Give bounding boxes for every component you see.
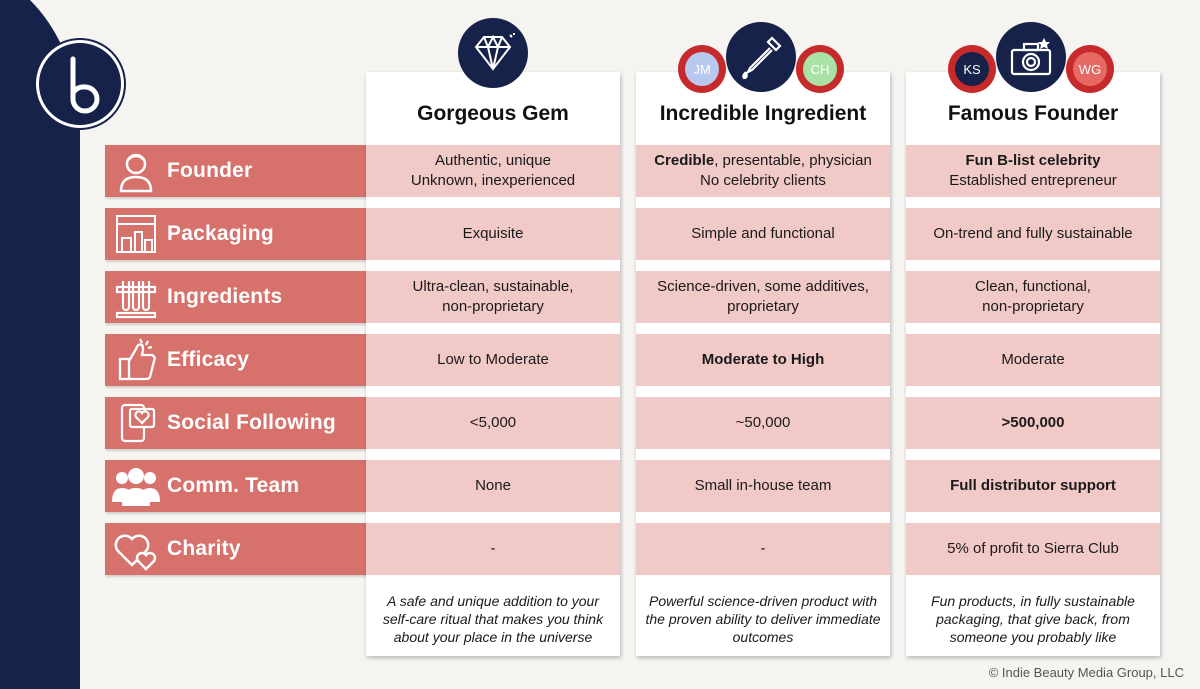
cell-packaging: Simple and functional bbox=[636, 208, 890, 260]
row-label-comm-team: Comm. Team bbox=[105, 460, 366, 512]
diamond-icon bbox=[458, 18, 528, 88]
copyright-text: © Indie Beauty Media Group, LLC bbox=[988, 665, 1184, 680]
cell-value: None bbox=[475, 477, 511, 494]
cell-social-following: <5,000 bbox=[366, 397, 620, 449]
chip-initials: JM bbox=[685, 52, 719, 86]
social-heart-icon bbox=[105, 397, 167, 449]
cell-comm-team: None bbox=[366, 460, 620, 512]
packaging-icon bbox=[105, 208, 167, 260]
cell-packaging: Exquisite bbox=[366, 208, 620, 260]
row-label-text: Social Following bbox=[167, 411, 336, 434]
cell-value: Small in-house team bbox=[694, 477, 832, 494]
cell-ingredients: Clean, functional, non-proprietary bbox=[906, 271, 1160, 323]
cell-value: On-trend and fully sustainable bbox=[933, 225, 1133, 242]
avatar-chip-ch: CH bbox=[796, 45, 844, 93]
row-label-text: Efficacy bbox=[167, 348, 250, 371]
chip-initials: CH bbox=[803, 52, 837, 86]
cell-founder: Credible, presentable, physician No cele… bbox=[636, 145, 890, 197]
cell-value: Low to Moderate bbox=[437, 351, 549, 368]
cell-ingredients: Science-driven, some additives, propriet… bbox=[636, 271, 890, 323]
cell-value: Exquisite bbox=[462, 225, 524, 242]
dropper-icon bbox=[726, 22, 796, 92]
row-label-packaging: Packaging bbox=[105, 208, 366, 260]
cell-value: - bbox=[760, 540, 766, 557]
cell-line: Established entrepreneur bbox=[949, 172, 1117, 189]
cell-value: Moderate to High bbox=[701, 351, 825, 368]
cell-line: No celebrity clients bbox=[700, 172, 826, 189]
row-label-ingredients: Ingredients bbox=[105, 271, 366, 323]
cell-packaging: On-trend and fully sustainable bbox=[906, 208, 1160, 260]
cell-line: Clean, functional, bbox=[975, 278, 1091, 295]
column-summary: Powerful science-driven product with the… bbox=[645, 593, 881, 645]
row-label-efficacy: Efficacy bbox=[105, 334, 366, 386]
cell-value: <5,000 bbox=[469, 414, 517, 431]
camera-icon bbox=[996, 22, 1066, 92]
chip-initials: WG bbox=[1073, 52, 1107, 86]
row-label-text: Ingredients bbox=[167, 285, 283, 308]
cell-line: Unknown, inexperienced bbox=[410, 172, 576, 189]
column-title: Incredible Ingredient bbox=[659, 102, 867, 125]
cell-comm-team: Full distributor support bbox=[906, 460, 1160, 512]
left-band-curve bbox=[30, 0, 80, 110]
cell-value: >500,000 bbox=[1001, 414, 1065, 431]
column-title: Famous Founder bbox=[947, 102, 1119, 125]
cell-line: non-proprietary bbox=[442, 298, 544, 315]
row-label-text: Packaging bbox=[167, 222, 274, 245]
cell-social-following: ~50,000 bbox=[636, 397, 890, 449]
cell-line: Credible, presentable, physician bbox=[654, 151, 872, 171]
chip-initials: KS bbox=[955, 52, 989, 86]
row-label-text: Charity bbox=[167, 537, 241, 560]
cell-line: Ultra-clean, sustainable, bbox=[412, 278, 574, 295]
avatar-chip-wg: WG bbox=[1066, 45, 1114, 93]
cell-charity: 5% of profit to Sierra Club bbox=[906, 523, 1160, 575]
cell-comm-team: Small in-house team bbox=[636, 460, 890, 512]
hearts-icon bbox=[105, 523, 167, 575]
cell-line: proprietary bbox=[727, 298, 799, 315]
cell-bold-text: Fun B-list celebrity bbox=[965, 152, 1101, 169]
cell-efficacy: Moderate bbox=[906, 334, 1160, 386]
column-summary: A safe and unique addition to your self-… bbox=[382, 593, 604, 645]
thumbs-up-icon bbox=[105, 334, 167, 386]
column-title: Gorgeous Gem bbox=[417, 102, 569, 125]
cell-charity: - bbox=[636, 523, 890, 575]
team-icon bbox=[105, 460, 167, 512]
cell-value: Full distributor support bbox=[950, 477, 1116, 494]
column-card-famous-founder: Famous Founder Fun B-list celebrity Esta… bbox=[906, 72, 1160, 656]
cell-ingredients: Ultra-clean, sustainable, non-proprietar… bbox=[366, 271, 620, 323]
cell-bold-text: Credible bbox=[654, 152, 715, 169]
cell-social-following: >500,000 bbox=[906, 397, 1160, 449]
person-icon bbox=[105, 145, 167, 197]
row-label-founder: Founder bbox=[105, 145, 366, 197]
cell-text: , presentable, physician bbox=[714, 152, 872, 169]
cell-line: Authentic, unique bbox=[435, 152, 551, 169]
column-summary: Fun products, in fully sustainable packa… bbox=[931, 593, 1135, 645]
column-card-gorgeous-gem: Gorgeous Gem Authentic, unique Unknown, … bbox=[366, 72, 620, 656]
row-label-text: Founder bbox=[167, 159, 253, 182]
cell-value: Moderate bbox=[1001, 351, 1065, 368]
cell-line: non-proprietary bbox=[982, 298, 1084, 315]
cell-value: ~50,000 bbox=[735, 414, 791, 431]
cell-value: 5% of profit to Sierra Club bbox=[947, 540, 1119, 557]
avatar-chip-jm: JM bbox=[678, 45, 726, 93]
cell-efficacy: Moderate to High bbox=[636, 334, 890, 386]
column-card-incredible-ingredient: Incredible Ingredient Credible, presenta… bbox=[636, 72, 890, 656]
cell-efficacy: Low to Moderate bbox=[366, 334, 620, 386]
cell-founder: Fun B-list celebrity Established entrepr… bbox=[906, 145, 1160, 197]
cell-charity: - bbox=[366, 523, 620, 575]
cell-line: Science-driven, some additives, bbox=[657, 278, 869, 295]
cell-value: Simple and functional bbox=[691, 225, 835, 242]
test-tubes-icon bbox=[105, 271, 167, 323]
cell-founder: Authentic, unique Unknown, inexperienced bbox=[366, 145, 620, 197]
row-label-charity: Charity bbox=[105, 523, 366, 575]
row-label-social-following: Social Following bbox=[105, 397, 366, 449]
avatar-chip-ks: KS bbox=[948, 45, 996, 93]
brand-logo bbox=[36, 40, 124, 128]
cell-value: - bbox=[490, 540, 496, 557]
row-label-text: Comm. Team bbox=[167, 474, 300, 497]
